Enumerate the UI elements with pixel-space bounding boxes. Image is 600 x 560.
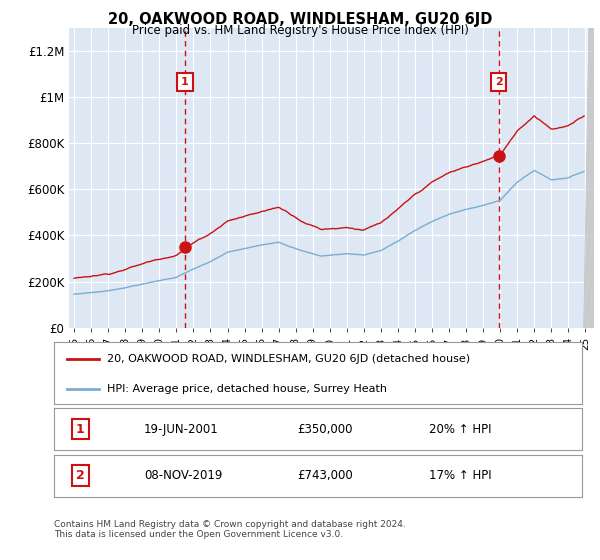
Text: 2: 2 [76, 469, 85, 482]
Text: 1: 1 [181, 77, 189, 87]
Text: £743,000: £743,000 [297, 469, 353, 482]
Text: 19-JUN-2001: 19-JUN-2001 [144, 423, 218, 436]
Text: 20, OAKWOOD ROAD, WINDLESHAM, GU20 6JD (detached house): 20, OAKWOOD ROAD, WINDLESHAM, GU20 6JD (… [107, 354, 470, 364]
Text: 2: 2 [494, 77, 502, 87]
Text: 1: 1 [76, 423, 85, 436]
Text: Contains HM Land Registry data © Crown copyright and database right 2024.
This d: Contains HM Land Registry data © Crown c… [54, 520, 406, 539]
Text: Price paid vs. HM Land Registry's House Price Index (HPI): Price paid vs. HM Land Registry's House … [131, 24, 469, 36]
Text: £350,000: £350,000 [297, 423, 352, 436]
Text: HPI: Average price, detached house, Surrey Heath: HPI: Average price, detached house, Surr… [107, 384, 387, 394]
Text: 17% ↑ HPI: 17% ↑ HPI [429, 469, 491, 482]
Text: 20, OAKWOOD ROAD, WINDLESHAM, GU20 6JD: 20, OAKWOOD ROAD, WINDLESHAM, GU20 6JD [108, 12, 492, 27]
Text: 08-NOV-2019: 08-NOV-2019 [144, 469, 222, 482]
Text: 20% ↑ HPI: 20% ↑ HPI [429, 423, 491, 436]
